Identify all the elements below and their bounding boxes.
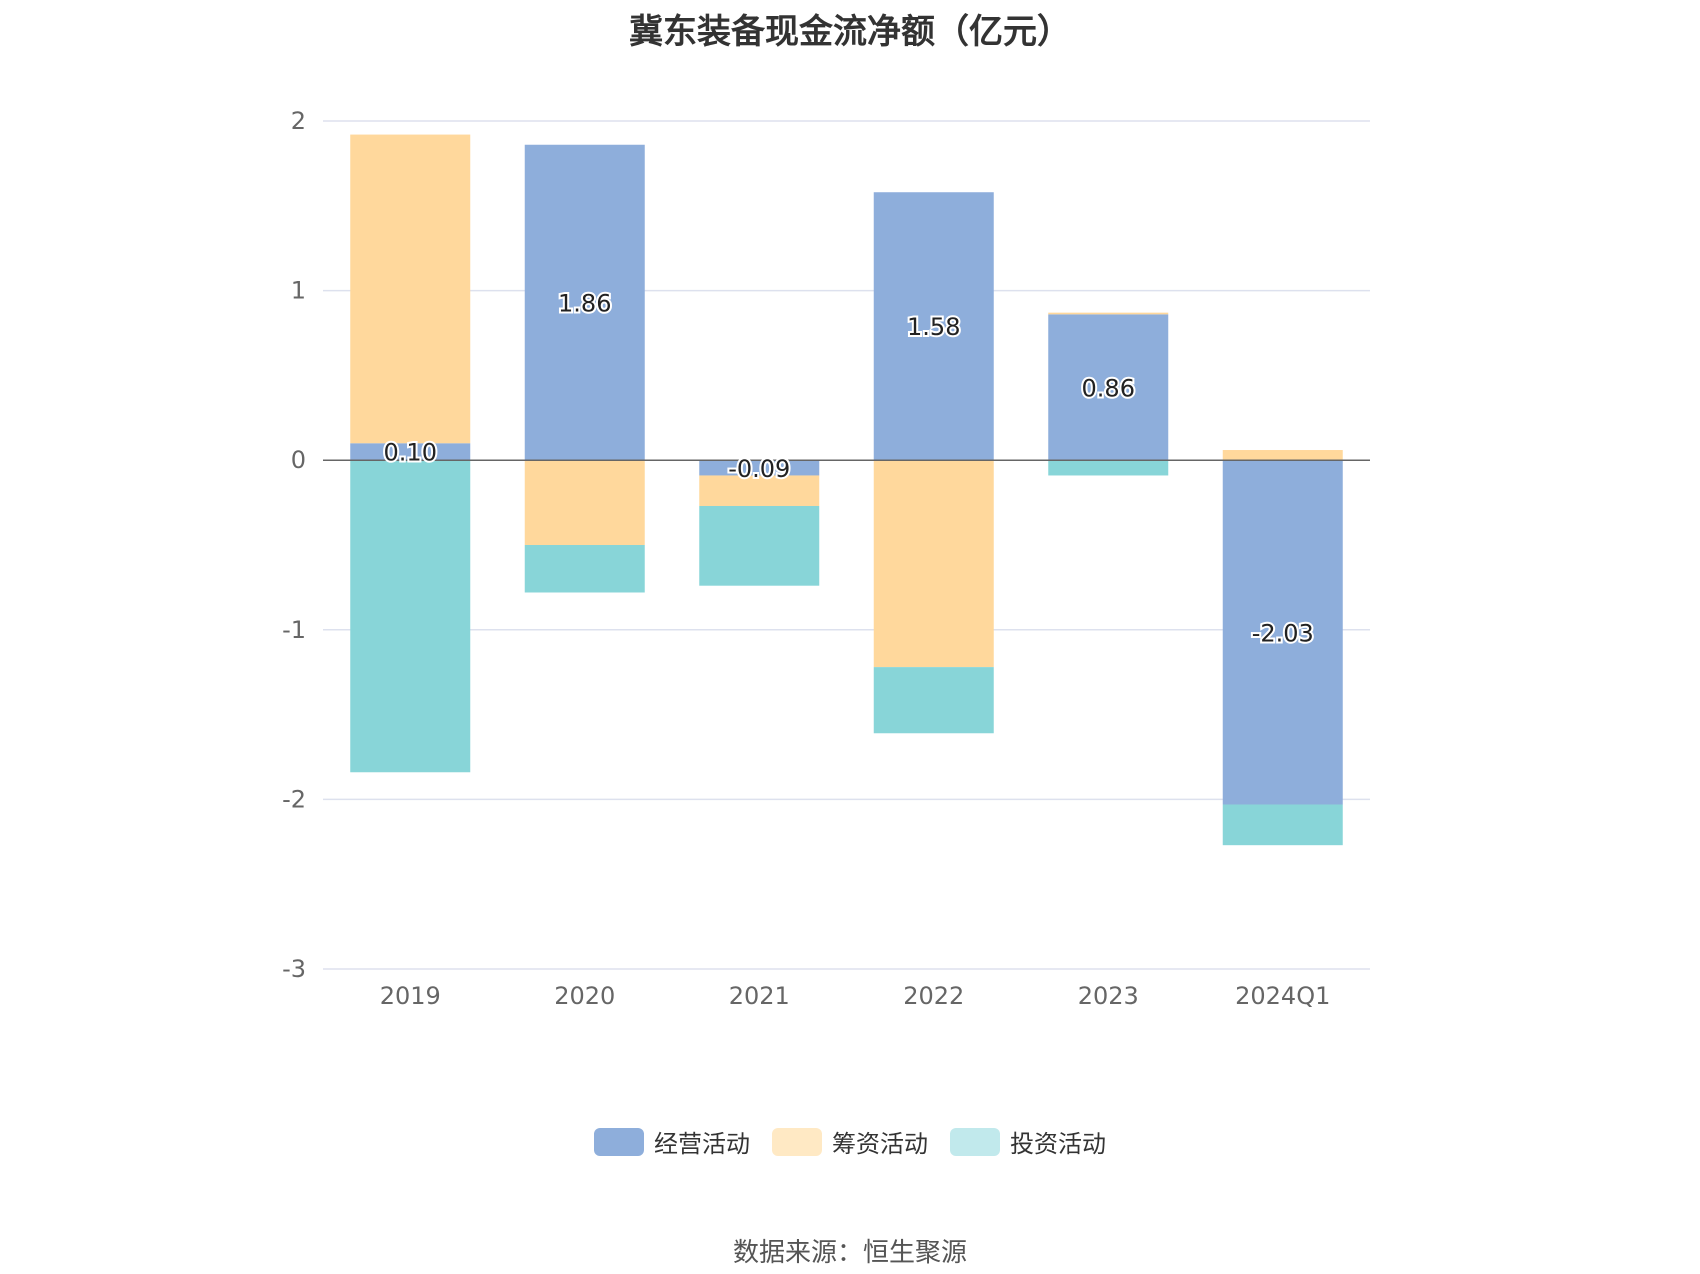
y-tick-label: -1 xyxy=(282,616,306,644)
bar-operating xyxy=(1222,460,1343,805)
source-note: 数据来源：恒生聚源 xyxy=(732,1238,967,1268)
data-label: 1.86 xyxy=(558,289,611,317)
bar-financing xyxy=(699,475,820,506)
legend: 经营活动 筹资活动 投资活动 xyxy=(0,1124,1700,1159)
data-label: 1.58 xyxy=(907,313,960,341)
x-tick-label: 2021 xyxy=(729,982,790,1010)
bar-layer xyxy=(350,134,1343,846)
bar-operating xyxy=(350,443,471,461)
bar-financing xyxy=(1222,450,1343,461)
bar-investing xyxy=(350,460,471,773)
bar-operating xyxy=(873,192,994,461)
x-tick-label: 2023 xyxy=(1078,982,1139,1010)
bar-investing xyxy=(1222,804,1343,846)
bar-operating xyxy=(1048,314,1169,461)
legend-swatch-financing xyxy=(772,1127,822,1156)
bar-financing xyxy=(1048,312,1169,315)
legend-swatch-operating xyxy=(594,1127,644,1156)
data-label-layer: 0.10 1.86 -0.09 1.58 0.86 -2.03 xyxy=(382,287,1316,649)
data-label: 0.10 xyxy=(384,439,437,467)
data-label: -0.09 xyxy=(728,455,790,483)
legend-item-operating[interactable]: 经营活动 xyxy=(594,1124,750,1159)
x-tick-label: 2019 xyxy=(380,982,441,1010)
bar-investing xyxy=(1048,460,1169,476)
legend-swatch-investing xyxy=(950,1127,1000,1156)
bar-investing xyxy=(524,545,645,593)
legend-label-operating: 经营活动 xyxy=(654,1130,750,1158)
axis-label-layer: 2 1 0 -1 -2 -3 2019 2020 2021 2022 2023 2024Q1 xyxy=(282,107,1330,1010)
x-tick-label: 2022 xyxy=(903,982,964,1010)
bar-operating xyxy=(699,460,820,476)
bar-operating xyxy=(524,144,645,461)
y-tick-label: 0 xyxy=(291,446,306,474)
y-tick-label: -2 xyxy=(282,785,306,813)
bar-investing xyxy=(873,667,994,734)
bar-financing xyxy=(350,134,471,444)
x-tick-label: 2020 xyxy=(554,982,615,1010)
chart-title: 冀东装备现金流净额（亿元） xyxy=(629,12,1071,52)
legend-label-investing: 投资活动 xyxy=(1010,1130,1106,1158)
y-tick-label: -3 xyxy=(282,955,306,983)
bar-investing xyxy=(699,505,820,586)
data-label: 0.86 xyxy=(1082,374,1135,402)
y-tick-label: 2 xyxy=(291,107,306,135)
legend-item-financing[interactable]: 筹资活动 xyxy=(772,1124,928,1159)
x-tick-label: 2024Q1 xyxy=(1235,982,1330,1010)
legend-label-financing: 筹资活动 xyxy=(832,1130,928,1158)
y-tick-label: 1 xyxy=(291,277,306,305)
data-label: -2.03 xyxy=(1252,619,1314,647)
bar-financing xyxy=(873,460,994,668)
grid-layer xyxy=(323,120,1370,970)
bar-financing xyxy=(524,460,645,545)
legend-item-investing[interactable]: 投资活动 xyxy=(950,1124,1106,1159)
